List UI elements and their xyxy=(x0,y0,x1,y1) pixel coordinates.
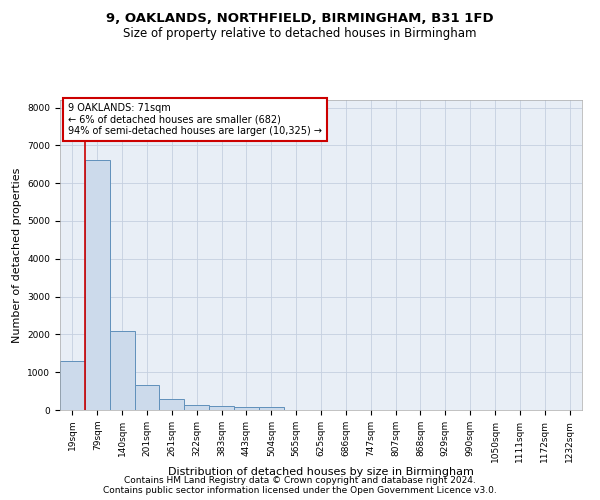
Bar xyxy=(134,386,160,410)
Bar xyxy=(110,332,134,410)
Bar xyxy=(184,404,209,410)
Text: Contains HM Land Registry data © Crown copyright and database right 2024.: Contains HM Land Registry data © Crown c… xyxy=(124,476,476,485)
Bar xyxy=(85,160,110,410)
Bar xyxy=(60,361,85,410)
Text: 9 OAKLANDS: 71sqm
← 6% of detached houses are smaller (682)
94% of semi-detached: 9 OAKLANDS: 71sqm ← 6% of detached house… xyxy=(68,103,322,136)
X-axis label: Distribution of detached houses by size in Birmingham: Distribution of detached houses by size … xyxy=(168,468,474,477)
Text: 9, OAKLANDS, NORTHFIELD, BIRMINGHAM, B31 1FD: 9, OAKLANDS, NORTHFIELD, BIRMINGHAM, B31… xyxy=(106,12,494,26)
Bar xyxy=(259,408,284,410)
Bar xyxy=(160,398,184,410)
Bar xyxy=(209,406,234,410)
Y-axis label: Number of detached properties: Number of detached properties xyxy=(12,168,22,342)
Text: Size of property relative to detached houses in Birmingham: Size of property relative to detached ho… xyxy=(123,28,477,40)
Bar xyxy=(234,408,259,410)
Text: Contains public sector information licensed under the Open Government Licence v3: Contains public sector information licen… xyxy=(103,486,497,495)
